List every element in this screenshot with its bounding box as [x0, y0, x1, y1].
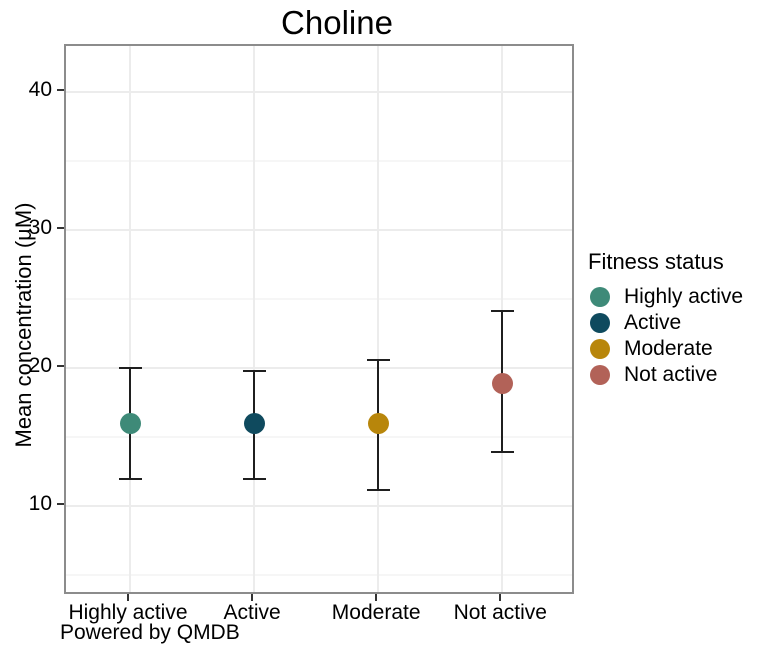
gridline-vertical: [253, 46, 256, 592]
legend-entry-label: Not active: [624, 363, 718, 386]
error-bar-cap-bottom: [242, 477, 266, 480]
y-tick-label: 20: [28, 353, 52, 377]
legend-title: Fitness status: [588, 249, 724, 274]
error-bar-cap-top: [366, 358, 390, 361]
gridline-major: [66, 366, 572, 369]
gridline-vertical: [377, 46, 380, 592]
data-point: [491, 372, 513, 394]
x-tick-mark: [251, 594, 254, 601]
gridline-minor: [66, 574, 572, 577]
gridline-major: [66, 505, 572, 508]
gridline-minor: [66, 159, 572, 162]
gridline-minor: [66, 297, 572, 300]
x-tick-mark: [375, 594, 378, 601]
data-point: [367, 412, 389, 434]
powered-by-caption: Powered by QMDB: [60, 621, 240, 644]
error-bar-cap-bottom: [490, 451, 514, 454]
error-bar-cap-bottom: [366, 488, 390, 491]
x-tick-label: Not active: [453, 601, 547, 624]
data-point: [243, 412, 265, 434]
data-point: [119, 412, 141, 434]
chart-title: Choline: [281, 4, 393, 41]
legend-entry-label: Highly active: [624, 285, 744, 308]
legend-key-dot: [590, 313, 610, 333]
plot-panel: [64, 44, 574, 594]
error-bar-cap-bottom: [118, 477, 142, 480]
y-tick-mark: [57, 88, 64, 91]
y-tick-label: 10: [28, 492, 52, 516]
legend-entry: Moderate: [588, 336, 743, 362]
legend-entry: Active: [588, 310, 743, 336]
x-tick-mark: [499, 594, 502, 601]
legend-entry: Highly active: [588, 284, 743, 310]
y-tick-label: 30: [28, 215, 52, 239]
legend-key-dot: [590, 365, 610, 385]
x-tick-label: Highly active: [68, 601, 188, 624]
gridline-vertical: [129, 46, 131, 592]
y-tick-mark: [57, 226, 64, 229]
x-tick-label: Active: [223, 601, 281, 624]
legend-entry: Not active: [588, 362, 743, 388]
gridline-major: [66, 90, 572, 93]
x-tick-label: Moderate: [331, 601, 421, 624]
legend-key-dot: [590, 339, 610, 359]
gridline-minor: [66, 436, 572, 439]
error-bar-cap-top: [118, 366, 142, 369]
y-tick-mark: [57, 503, 64, 506]
x-tick-mark: [127, 594, 129, 601]
y-tick-label: 40: [28, 77, 52, 101]
legend-entry-label: Moderate: [624, 337, 713, 360]
legend: Fitness status Highly active Active Modera…: [588, 249, 743, 388]
legend-entry-label: Active: [624, 311, 682, 334]
gridline-major: [66, 228, 572, 231]
y-tick-mark: [57, 364, 64, 367]
legend-entries: Highly active Active Moderate Not active: [588, 284, 743, 388]
error-bar-cap-top: [490, 310, 514, 313]
error-bar-cap-top: [242, 369, 266, 372]
legend-key-dot: [590, 287, 610, 307]
